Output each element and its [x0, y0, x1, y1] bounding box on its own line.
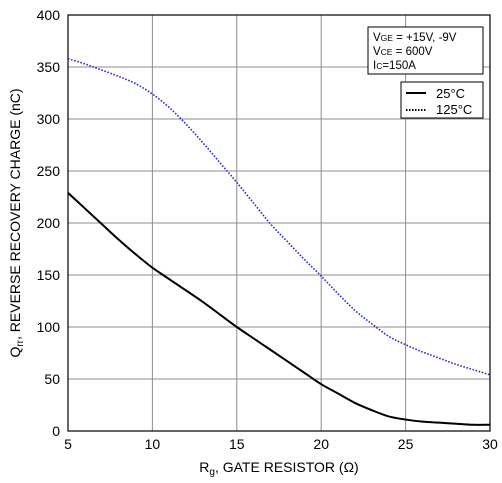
series-lines — [67, 57, 491, 426]
y-tick-label: 250 — [37, 163, 61, 179]
series-line-125c — [67, 57, 491, 376]
x-tick-label: 10 — [145, 436, 161, 452]
y-tick-label: 50 — [44, 371, 60, 387]
y-tick-label: 100 — [37, 319, 61, 335]
y-axis-title: Qrr, REVERSE RECOVERY CHARGE (nC) — [7, 88, 26, 357]
x-axis-title: Rg, GATE RESISTOR (Ω) — [199, 459, 358, 478]
y-tick-label: 300 — [37, 111, 61, 127]
y-axis-ticks: 0 50 100 150 200 250 300 350 400 — [37, 7, 61, 439]
x-tick-label: 30 — [482, 436, 498, 452]
x-tick-label: 5 — [64, 436, 72, 452]
y-tick-label: 150 — [37, 267, 61, 283]
condition-vge: VGE = +15V, -9V — [373, 32, 457, 44]
conditions-box — [367, 26, 484, 75]
condition-ic: IC=150A — [373, 60, 416, 72]
legend-label-25c: 25°C — [436, 86, 465, 101]
x-tick-label: 20 — [313, 436, 329, 452]
y-tick-label: 400 — [37, 7, 61, 23]
legend-box — [400, 81, 484, 119]
x-axis-ticks: 5 10 15 20 25 30 — [64, 436, 498, 452]
y-tick-label: 200 — [37, 215, 61, 231]
series-line-25c — [67, 192, 491, 426]
plot-area-border — [67, 14, 491, 432]
x-tick-label: 15 — [229, 436, 245, 452]
y-tick-label: 0 — [52, 423, 60, 439]
grid — [67, 14, 491, 432]
x-tick-label: 25 — [398, 436, 414, 452]
y-tick-label: 350 — [37, 59, 61, 75]
legend-label-125c: 125°C — [436, 102, 472, 117]
condition-vce: VCE = 600V — [373, 46, 433, 58]
